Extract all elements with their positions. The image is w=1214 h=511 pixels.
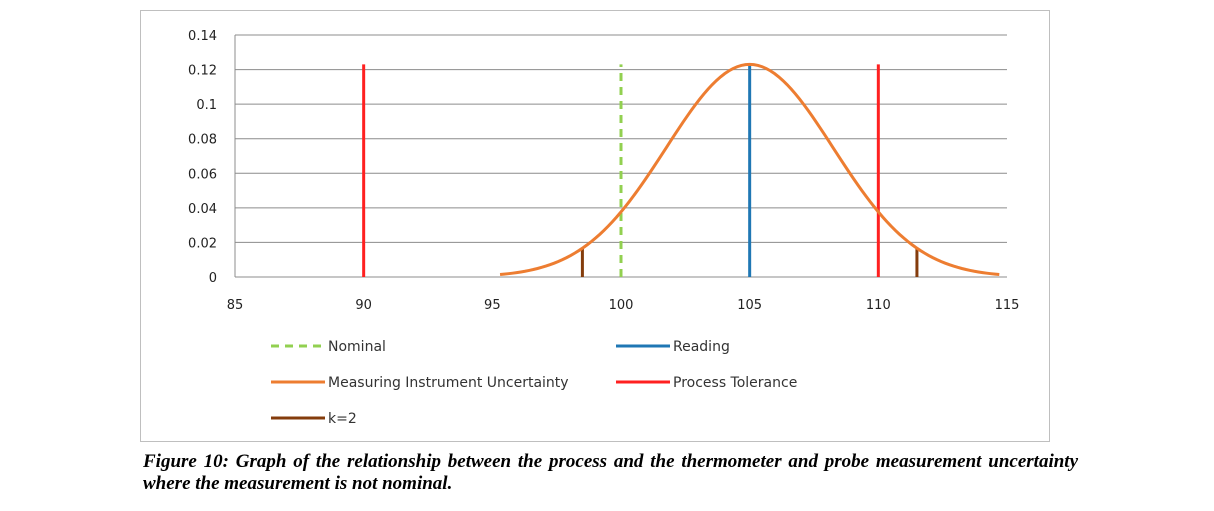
x-tick-label: 95 [484, 298, 501, 313]
y-tick-label: 0.1 [196, 98, 217, 113]
y-tick-label: 0.08 [188, 133, 217, 148]
x-tick-label: 105 [737, 298, 762, 313]
x-tick-label: 85 [227, 298, 244, 313]
y-tick-labels: 0 0.02 0.04 0.06 0.08 0.1 0.12 0.14 [188, 29, 217, 286]
x-tick-label: 100 [609, 298, 634, 313]
y-tick-label: 0.14 [188, 29, 217, 44]
uncertainty-curve [499, 62, 1000, 277]
legend-label: Process Tolerance [673, 375, 797, 391]
y-tick-label: 0.02 [188, 236, 217, 251]
y-tick-label: 0.06 [188, 167, 217, 182]
x-tick-label: 90 [355, 298, 372, 313]
chart-frame: 0 0.02 0.04 0.06 0.08 0.1 0.12 0.14 85 90 95 100 10… [140, 10, 1050, 442]
x-tick-label: 115 [995, 298, 1020, 313]
y-tick-label: 0 [209, 271, 217, 286]
series-layer [362, 62, 1000, 277]
legend-label: Measuring Instrument Uncertainty [328, 375, 569, 391]
legend-label: Reading [673, 339, 730, 355]
grid-layer [234, 34, 1007, 278]
legend-label: Nominal [328, 339, 386, 355]
legend: Nominal Reading Measuring Instrument Uncer… [271, 339, 797, 427]
y-tick-label: 0.04 [188, 202, 217, 217]
chart-svg: 0 0.02 0.04 0.06 0.08 0.1 0.12 0.14 85 90 95 100 10… [188, 29, 1020, 427]
x-tick-labels: 85 90 95 100 105 110 115 [227, 298, 1020, 313]
legend-label: k=2 [328, 411, 357, 427]
y-tick-label: 0.12 [188, 64, 217, 79]
x-tick-label: 110 [866, 298, 891, 313]
figure-caption: Figure 10: Graph of the relationship bet… [143, 451, 1078, 494]
